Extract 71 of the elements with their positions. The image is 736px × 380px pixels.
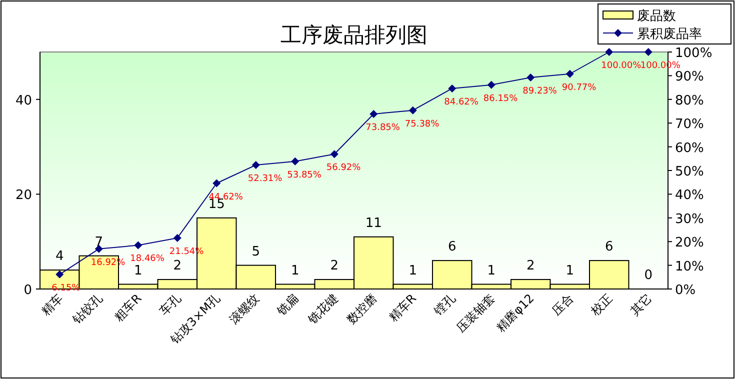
x-tick-label: 压合 xyxy=(549,291,576,318)
data-label: 100.00% xyxy=(601,61,642,71)
x-tick-label: 镗孔 xyxy=(430,291,458,319)
data-label: 6 xyxy=(604,240,614,255)
data-label: 5 xyxy=(252,244,260,260)
data-label: 18.46% xyxy=(130,254,165,264)
point xyxy=(448,84,456,92)
data-label: 1 xyxy=(408,263,418,278)
point xyxy=(487,80,496,89)
y2-tick-label: 30% xyxy=(675,212,704,227)
y-tick-label: 40 xyxy=(15,93,32,108)
data-label: 89.23% xyxy=(522,86,558,97)
x-tick-label: 精车 xyxy=(38,291,66,318)
y2-tick-label: 50% xyxy=(675,164,704,180)
x-tick-label: 校正 xyxy=(588,291,616,319)
y2-tick-label: 100% xyxy=(675,46,712,61)
data-label: 0 xyxy=(644,268,653,283)
point xyxy=(330,150,338,158)
point xyxy=(252,161,260,170)
y-tick-label: 20 xyxy=(15,188,32,204)
data-label: 73.85% xyxy=(366,122,400,133)
y2-tick-label: 80% xyxy=(675,93,704,108)
x-tick-label: 粗车R xyxy=(111,291,144,324)
point xyxy=(370,110,378,118)
data-label: 56.92% xyxy=(326,163,362,174)
x-tick-label: 铣花键 xyxy=(304,291,340,328)
x-tick-label: 铣扁 xyxy=(274,291,302,319)
data-label: 52.31% xyxy=(248,174,283,184)
data-label: 75.38% xyxy=(404,119,440,130)
y2-tick-label: 60% xyxy=(675,140,704,156)
x-tick-label: 精车R xyxy=(386,291,419,324)
data-label: 2 xyxy=(330,258,339,274)
data-label: 90.77% xyxy=(562,82,597,93)
point xyxy=(605,48,614,56)
y2-tick-label: 70% xyxy=(675,117,704,132)
x-tick-label: 其它 xyxy=(628,291,654,318)
data-label: 86.15% xyxy=(483,94,518,104)
point xyxy=(526,74,535,82)
data-label: 2 xyxy=(173,258,182,274)
x-tick-label: 车孔 xyxy=(156,291,184,318)
point xyxy=(56,270,64,278)
chart-title: 工序废品排列图 xyxy=(280,23,428,47)
y-tick-label: 0 xyxy=(24,283,32,298)
point xyxy=(173,234,182,242)
data-label: 11 xyxy=(365,216,382,231)
legend-label: 废品数 xyxy=(637,9,676,24)
data-label: 1 xyxy=(487,263,496,278)
y2-tick-label: 90% xyxy=(675,70,704,85)
point xyxy=(566,70,574,78)
x-tick-label: 数控磨 xyxy=(344,291,380,327)
data-label: 84.62% xyxy=(444,97,479,108)
data-label: 7 xyxy=(94,234,104,250)
data-label: 1 xyxy=(134,263,142,278)
point xyxy=(408,106,417,114)
y2-tick-label: 20% xyxy=(675,236,704,251)
data-label: 1 xyxy=(290,263,300,278)
y2-tick-label: 10% xyxy=(675,259,704,274)
point xyxy=(291,157,300,166)
data-label: 6 xyxy=(448,240,456,255)
y2-tick-label: 0% xyxy=(675,283,696,298)
data-label: 53.85% xyxy=(287,170,322,180)
y2-tick-label: 40% xyxy=(675,188,704,204)
data-label: 2 xyxy=(526,258,535,274)
point xyxy=(134,241,142,250)
data-label: 1 xyxy=(566,263,574,278)
data-label: 4 xyxy=(55,249,64,264)
x-tick-label: 滚螺纹 xyxy=(226,291,262,327)
point xyxy=(644,48,652,56)
x-tick-label: 钻铰孔 xyxy=(68,291,105,328)
legend-label: 累积废品率 xyxy=(637,26,702,42)
point xyxy=(212,179,221,188)
